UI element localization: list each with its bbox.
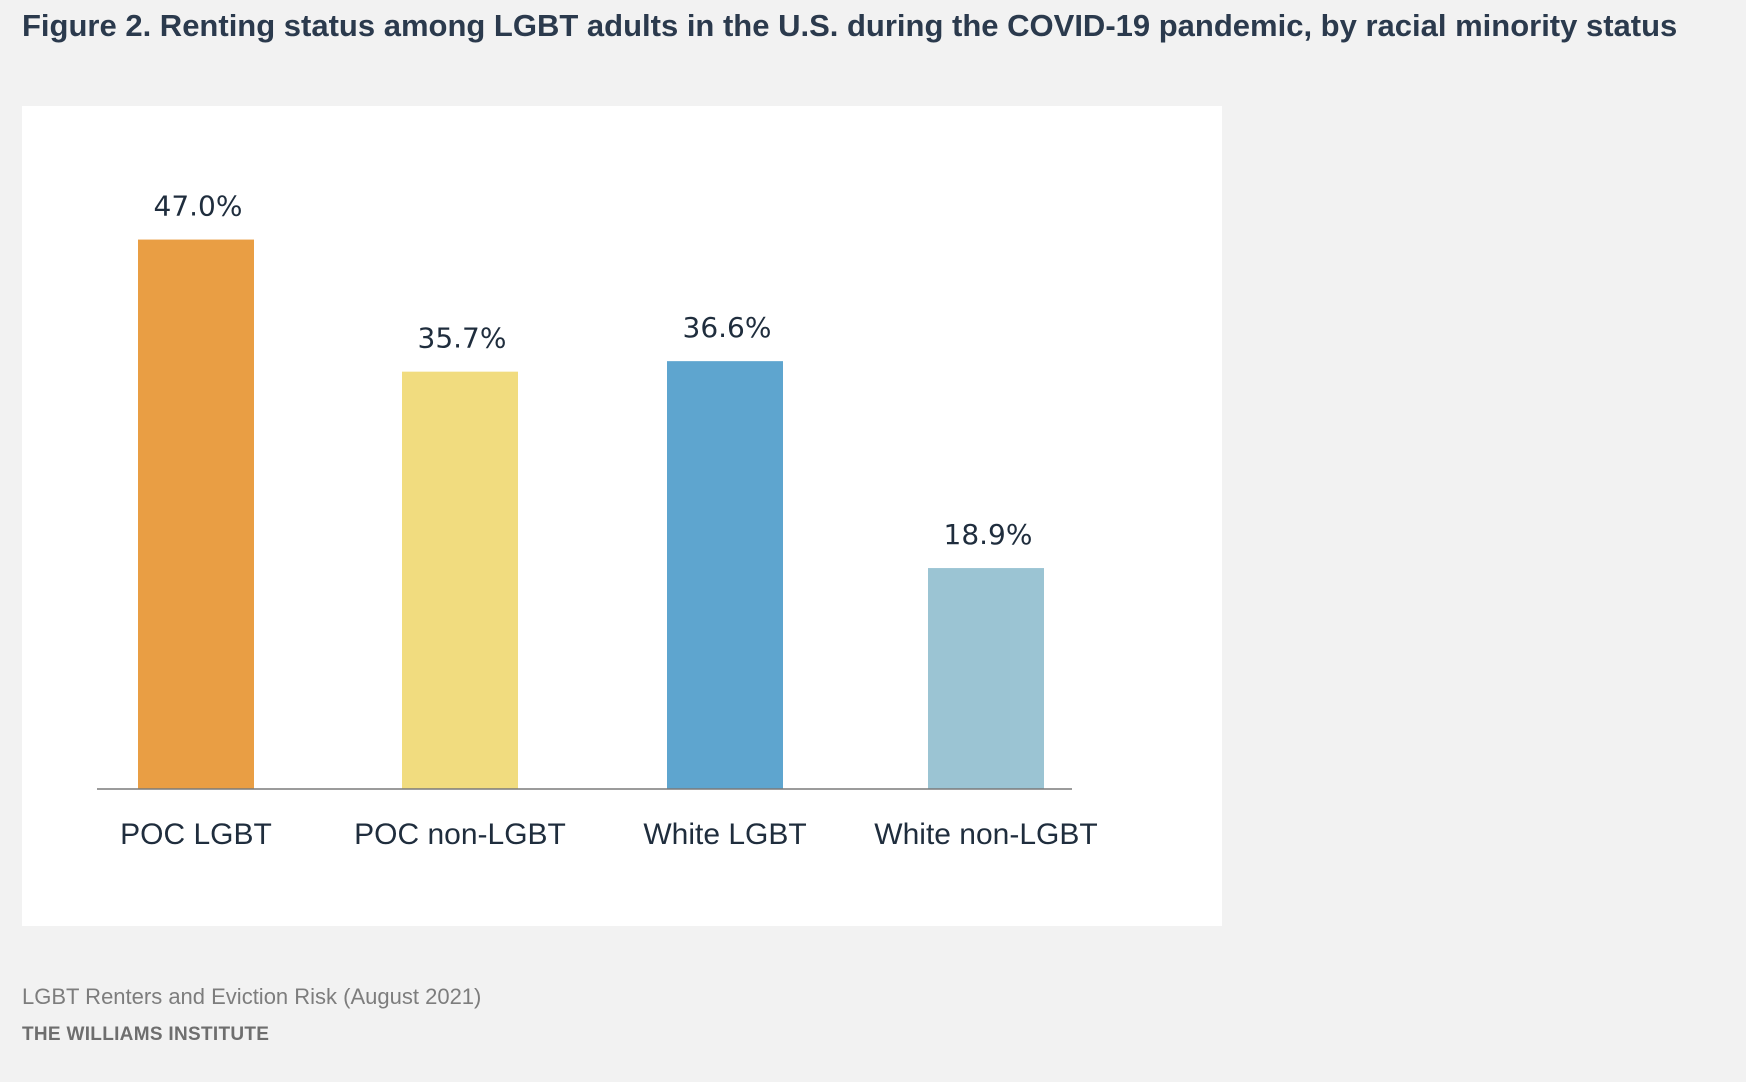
bar-white-lgbt (667, 361, 783, 789)
source-citation: LGBT Renters and Eviction Risk (August 2… (22, 984, 482, 1009)
value-label-white-non-lgbt: 18.9% (944, 518, 1033, 551)
value-label-white-lgbt: 36.6% (683, 311, 772, 344)
category-label-poc-lgbt: POC LGBT (120, 818, 272, 851)
category-label-poc-non-lgbt: POC non-LGBT (354, 818, 566, 851)
category-label-white-lgbt: White LGBT (643, 818, 806, 851)
bar-poc-lgbt (138, 239, 254, 789)
bar-chart: 47.0% POC LGBT 35.7% POC non-LGBT 36.6% White… (97, 190, 1098, 851)
figure-title: Figure 2. Renting status among LGBT adul… (22, 8, 1678, 43)
value-label-poc-non-lgbt: 35.7% (418, 322, 507, 355)
organization-name: THE WILLIAMS INSTITUTE (22, 1024, 270, 1045)
bar-white-non-lgbt (928, 568, 1044, 789)
value-label-poc-lgbt: 47.0% (154, 190, 243, 223)
bar-poc-non-lgbt (402, 371, 518, 789)
category-label-white-non-lgbt: White non-LGBT (874, 818, 1097, 851)
chart-panel: 47.0% POC LGBT 35.7% POC non-LGBT 36.6% White… (22, 106, 1222, 926)
